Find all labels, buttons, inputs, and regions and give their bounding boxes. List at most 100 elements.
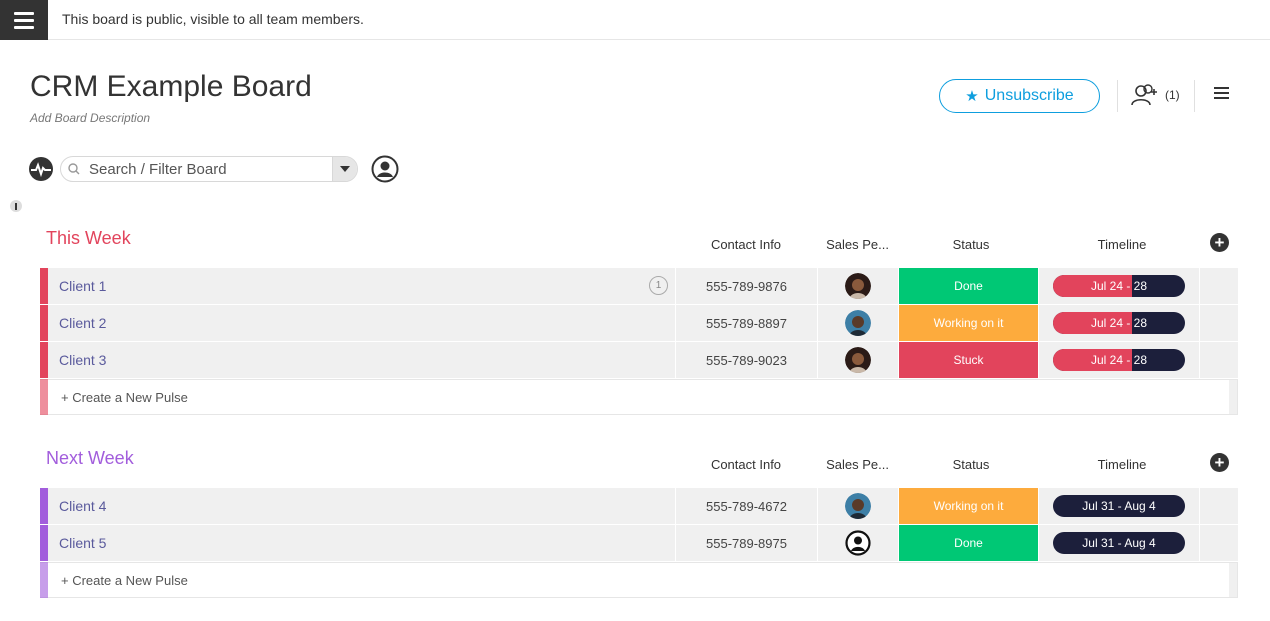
board-menu-icon[interactable]	[1214, 87, 1230, 99]
column-header-contact[interactable]: Contact Info	[710, 457, 782, 472]
group-color-stripe	[40, 268, 48, 304]
pulse-name[interactable]: Client 2	[59, 315, 107, 331]
timeline-pill: Jul 24 - 28	[1053, 312, 1185, 334]
group-color-stripe	[40, 488, 48, 524]
timeline-text: Jul 31 - Aug 4	[1082, 499, 1156, 513]
timeline-cell[interactable]: Jul 24 - 28	[1038, 268, 1199, 304]
table-row[interactable]: Client 4 555-789-4672 Working on it Jul …	[40, 488, 1238, 525]
collapse-groups-icon[interactable]	[10, 200, 22, 212]
create-pulse-row[interactable]: + Create a New Pulse	[40, 379, 1238, 415]
timeline-pill: Jul 24 - 28	[1053, 349, 1185, 371]
male-avatar	[845, 310, 871, 336]
search-input[interactable]	[89, 159, 329, 179]
group-header: This Week Contact Info Sales Pe... Statu…	[40, 224, 1238, 268]
main-menu-button[interactable]	[0, 0, 48, 40]
timeline-pill: Jul 31 - Aug 4	[1053, 532, 1185, 554]
column-header-contact[interactable]: Contact Info	[710, 237, 782, 252]
column-header-sales-person[interactable]: Sales Pe...	[826, 237, 889, 252]
divider	[1117, 80, 1118, 112]
updates-count-badge[interactable]: 1	[649, 276, 668, 295]
row-end-cell	[1199, 268, 1238, 304]
board-description[interactable]: Add Board Description	[30, 111, 151, 125]
timeline-text: Jul 31 - Aug 4	[1082, 536, 1156, 550]
status-cell[interactable]: Working on it	[898, 305, 1038, 341]
divider	[1194, 80, 1195, 112]
sales-person-cell[interactable]	[817, 525, 898, 561]
timeline-text: Jul 24 - 28	[1090, 279, 1148, 293]
column-header-timeline[interactable]: Timeline	[1097, 457, 1147, 472]
public-board-notice: This board is public, visible to all tea…	[62, 11, 364, 27]
contact-cell[interactable]: 555-789-8975	[675, 525, 817, 561]
board-title[interactable]: CRM Example Board	[30, 70, 312, 103]
pulse-name[interactable]: Client 3	[59, 352, 107, 368]
create-pulse-label[interactable]: + Create a New Pulse	[61, 573, 188, 588]
contact-cell[interactable]: 555-789-8897	[675, 305, 817, 341]
contact-cell[interactable]: 555-789-4672	[675, 488, 817, 524]
pulse-name[interactable]: Client 5	[59, 535, 107, 551]
timeline-pill: Jul 24 - 28	[1053, 275, 1185, 297]
group-next-week: Next Week Contact Info Sales Pe... Statu…	[40, 444, 1238, 598]
search-dropdown-button[interactable]	[332, 157, 357, 181]
add-column-icon[interactable]: +	[1210, 233, 1229, 252]
status-cell[interactable]: Stuck	[898, 342, 1038, 378]
chevron-down-icon	[340, 166, 350, 172]
timeline-pill: Jul 31 - Aug 4	[1053, 495, 1185, 517]
group-color-stripe	[40, 562, 48, 598]
add-column-icon[interactable]: +	[1210, 453, 1229, 472]
table-row[interactable]: Client 1 1 555-789-9876 Done Jul 24 - 28	[40, 268, 1238, 305]
row-end-cell	[1199, 525, 1238, 561]
group-color-stripe	[40, 342, 48, 378]
timeline-cell[interactable]: Jul 24 - 28	[1038, 305, 1199, 341]
group-color-stripe	[40, 379, 48, 415]
timeline-cell[interactable]: Jul 31 - Aug 4	[1038, 525, 1199, 561]
contact-cell[interactable]: 555-789-9023	[675, 342, 817, 378]
pulse-name[interactable]: Client 4	[59, 498, 107, 514]
column-header-status[interactable]: Status	[952, 237, 990, 252]
status-cell[interactable]: Working on it	[898, 488, 1038, 524]
male-avatar	[845, 493, 871, 519]
timeline-cell[interactable]: Jul 24 - 28	[1038, 342, 1199, 378]
column-header-status[interactable]: Status	[952, 457, 990, 472]
status-cell[interactable]: Done	[898, 268, 1038, 304]
add-member-icon	[1131, 84, 1157, 106]
search-icon	[68, 163, 80, 175]
sales-person-cell[interactable]	[817, 268, 898, 304]
create-pulse-label[interactable]: + Create a New Pulse	[61, 390, 188, 405]
person-filter-icon[interactable]	[371, 155, 399, 183]
female-avatar	[845, 273, 871, 299]
members-count: (1)	[1165, 88, 1180, 102]
table-row[interactable]: Client 3 555-789-9023 Stuck Jul 24 - 28	[40, 342, 1238, 379]
row-end-cell	[1229, 380, 1237, 414]
row-end-cell	[1199, 305, 1238, 341]
group-color-stripe	[40, 305, 48, 341]
table-row[interactable]: Client 5 555-789-8975 Done Jul 31 - Aug …	[40, 525, 1238, 562]
status-cell[interactable]: Done	[898, 525, 1038, 561]
create-pulse-row[interactable]: + Create a New Pulse	[40, 562, 1238, 598]
column-header-timeline[interactable]: Timeline	[1097, 237, 1147, 252]
top-bar: This board is public, visible to all tea…	[0, 0, 1270, 40]
row-end-cell	[1199, 342, 1238, 378]
activity-icon[interactable]	[29, 157, 53, 181]
timeline-cell[interactable]: Jul 31 - Aug 4	[1038, 488, 1199, 524]
empty-user-icon	[845, 530, 871, 556]
row-end-cell	[1229, 563, 1237, 597]
group-title[interactable]: This Week	[46, 228, 131, 248]
row-end-cell	[1199, 488, 1238, 524]
group-header: Next Week Contact Info Sales Pe... Statu…	[40, 444, 1238, 488]
unsubscribe-label: Unsubscribe	[984, 87, 1074, 104]
sales-person-cell[interactable]	[817, 488, 898, 524]
sales-person-cell[interactable]	[817, 305, 898, 341]
female-avatar	[845, 347, 871, 373]
pulse-name[interactable]: Client 1	[59, 278, 107, 294]
contact-cell[interactable]: 555-789-9876	[675, 268, 817, 304]
group-color-stripe	[40, 525, 48, 561]
star-icon: ★	[965, 88, 979, 105]
sales-person-cell[interactable]	[817, 342, 898, 378]
timeline-text: Jul 24 - 28	[1090, 316, 1148, 330]
table-row[interactable]: Client 2 555-789-8897 Working on it Jul …	[40, 305, 1238, 342]
unsubscribe-button[interactable]: ★ Unsubscribe	[939, 79, 1100, 113]
column-header-sales-person[interactable]: Sales Pe...	[826, 457, 889, 472]
group-title[interactable]: Next Week	[46, 448, 134, 468]
search-filter[interactable]	[60, 156, 358, 182]
board-members-button[interactable]: (1)	[1131, 84, 1180, 106]
